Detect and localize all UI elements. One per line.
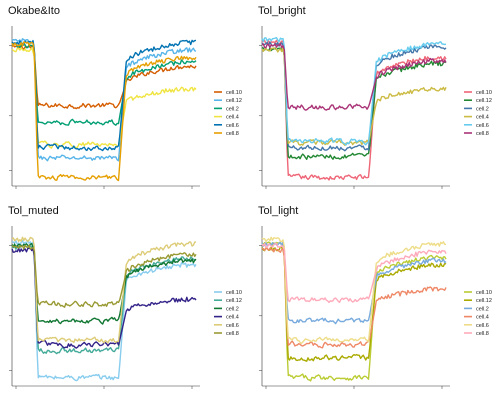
- panel-title: Tol_bright: [258, 5, 306, 17]
- series-line-cell-4: [11, 47, 197, 149]
- chart-panel: Okabe&Itocell.10cell.12cell.2cell.4cell.…: [8, 5, 242, 189]
- series-line-cell-2: [261, 241, 447, 325]
- series-line-cell-6: [261, 37, 447, 146]
- series-line-cell-2: [11, 42, 197, 126]
- series-line-cell-8: [261, 43, 447, 111]
- series-line-cell-10: [261, 241, 447, 382]
- legend-label: cell.6: [226, 323, 239, 329]
- legend-label: cell.6: [226, 123, 239, 129]
- series-line-cell-4: [11, 247, 197, 349]
- chart-panel: Tol_lightcell.10cell.12cell.2cell.4cell.…: [258, 205, 492, 389]
- series-line-cell-2: [261, 41, 447, 152]
- legend-label: cell.2: [476, 106, 489, 112]
- series-line-cell-6: [11, 236, 197, 344]
- legend-label: cell.6: [476, 123, 489, 129]
- legend-label: cell.12: [476, 298, 492, 304]
- series-line-cell-6: [11, 39, 197, 152]
- legend: cell.10 cell.12 cell.2 cell.4 cell.6 cell.8: [464, 90, 492, 137]
- legend-label: cell.4: [226, 115, 239, 121]
- series-line-cell-8: [261, 242, 447, 304]
- panel-title: Tol_light: [258, 205, 298, 217]
- series-line-cell-10: [11, 239, 197, 382]
- legend-label: cell.12: [476, 98, 492, 104]
- legend-label: cell.2: [226, 106, 239, 112]
- series-line-cell-12: [11, 244, 197, 355]
- legend-label: cell.10: [226, 90, 242, 96]
- legend-label: cell.10: [226, 290, 242, 296]
- legend-label: cell.4: [476, 315, 489, 321]
- legend: cell.10 cell.12 cell.2 cell.4 cell.6 cell.8: [464, 290, 492, 337]
- legend-label: cell.4: [476, 115, 489, 121]
- legend: cell.10 cell.12 cell.2 cell.4 cell.6 cell.8: [214, 290, 242, 337]
- legend-label: cell.12: [226, 298, 242, 304]
- series-line-cell-8: [11, 244, 197, 308]
- legend-label: cell.6: [476, 323, 489, 329]
- series-line-cell-2: [11, 242, 197, 325]
- legend-label: cell.8: [476, 331, 489, 337]
- panel-title: Tol_muted: [8, 205, 59, 217]
- series-line-cell-10: [261, 39, 447, 181]
- legend-label: cell.2: [476, 306, 489, 312]
- series-line-cell-6: [261, 236, 447, 345]
- series-line-cell-4: [261, 247, 447, 349]
- legend-label: cell.2: [226, 306, 239, 312]
- legend-label: cell.12: [226, 98, 242, 104]
- legend-label: cell.8: [226, 331, 239, 337]
- chart-panel: Tol_mutedcell.10cell.12cell.2cell.4cell.…: [8, 205, 242, 389]
- series-line-cell-10: [11, 44, 197, 110]
- legend-label: cell.10: [476, 90, 492, 96]
- panel-title: Okabe&Ito: [8, 5, 60, 17]
- series-line-cell-12: [261, 246, 447, 362]
- legend-label: cell.8: [226, 131, 239, 137]
- series-line-cell-8: [11, 41, 197, 182]
- series-line-cell-12: [11, 38, 197, 162]
- legend-label: cell.8: [476, 131, 489, 137]
- legend: cell.10 cell.12 cell.2 cell.4 cell.6 cell.8: [214, 90, 242, 137]
- legend-label: cell.4: [226, 315, 239, 321]
- legend-label: cell.10: [476, 290, 492, 296]
- series-line-cell-12: [261, 47, 447, 160]
- chart-panel: Tol_brightcell.10cell.12cell.2cell.4cell…: [258, 5, 492, 189]
